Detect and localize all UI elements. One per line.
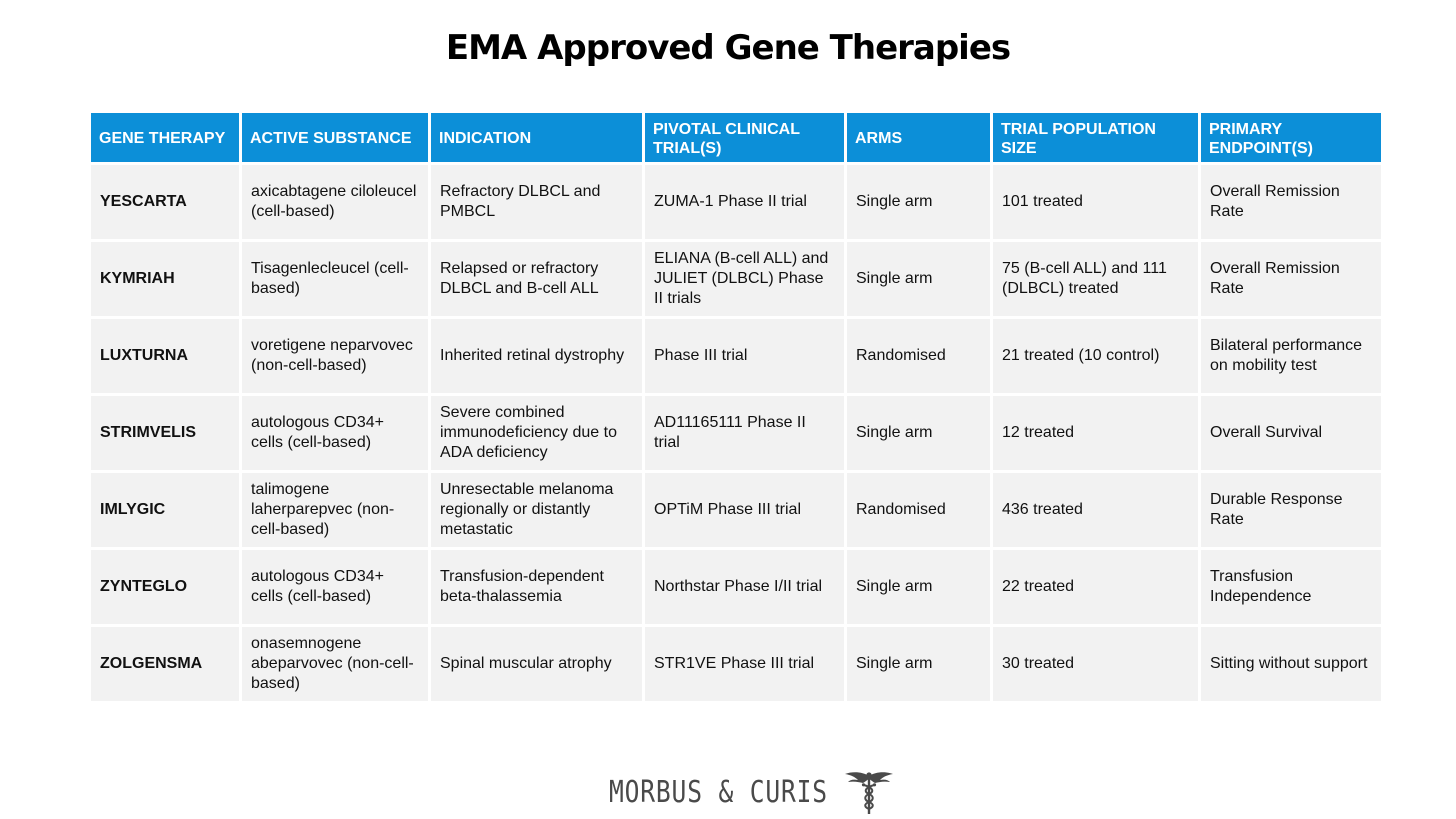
table-row: KYMRIAH Tisagenlecleucel (cell-based) Re…	[91, 242, 1381, 316]
table-row: ZYNTEGLO autologous CD34+ cells (cell-ba…	[91, 550, 1381, 624]
cell-primary-endpoints: Overall Remission Rate	[1201, 165, 1381, 239]
cell-trial-population-size: 75 (B-cell ALL) and 111 (DLBCL) treated	[993, 242, 1198, 316]
cell-arms: Single arm	[847, 242, 990, 316]
cell-arms: Randomised	[847, 473, 990, 547]
cell-trial-population-size: 436 treated	[993, 473, 1198, 547]
cell-indication: Refractory DLBCL and PMBCL	[431, 165, 642, 239]
cell-pivotal-trials: Phase III trial	[645, 319, 844, 393]
cell-indication: Spinal muscular atrophy	[431, 627, 642, 701]
cell-pivotal-trials: Northstar Phase I/II trial	[645, 550, 844, 624]
cell-pivotal-trials: AD11165111 Phase II trial	[645, 396, 844, 470]
cell-trial-population-size: 12 treated	[993, 396, 1198, 470]
cell-indication: Severe combined immunodeficiency due to …	[431, 396, 642, 470]
cell-primary-endpoints: Bilateral performance on mobility test	[1201, 319, 1381, 393]
table-row: ZOLGENSMA onasemnogene abeparvovec (non-…	[91, 627, 1381, 701]
cell-active-substance: voretigene neparvovec (non-cell-based)	[242, 319, 428, 393]
cell-gene-therapy: ZYNTEGLO	[91, 550, 239, 624]
cell-gene-therapy: STRIMVELIS	[91, 396, 239, 470]
table-row: IMLYGIC talimogene laherparepvec (non-ce…	[91, 473, 1381, 547]
cell-gene-therapy: LUXTURNA	[91, 319, 239, 393]
cell-active-substance: Tisagenlecleucel (cell-based)	[242, 242, 428, 316]
cell-primary-endpoints: Overall Remission Rate	[1201, 242, 1381, 316]
header-gene-therapy: GENE THERAPY	[91, 113, 239, 162]
cell-gene-therapy: IMLYGIC	[91, 473, 239, 547]
cell-arms: Single arm	[847, 550, 990, 624]
cell-trial-population-size: 22 treated	[993, 550, 1198, 624]
cell-gene-therapy: YESCARTA	[91, 165, 239, 239]
cell-arms: Randomised	[847, 319, 990, 393]
cell-active-substance: autologous CD34+ cells (cell-based)	[242, 550, 428, 624]
cell-indication: Unresectable melanoma regionally or dist…	[431, 473, 642, 547]
cell-gene-therapy: ZOLGENSMA	[91, 627, 239, 701]
header-active-substance: ACTIVE SUBSTANCE	[242, 113, 428, 162]
footer: MORBUS & CURIS	[0, 768, 1456, 816]
cell-trial-population-size: 101 treated	[993, 165, 1198, 239]
header-pivotal-trials: PIVOTAL CLINICAL TRIAL(S)	[645, 113, 844, 162]
table-row: STRIMVELIS autologous CD34+ cells (cell-…	[91, 396, 1381, 470]
table-row: YESCARTA axicabtagene ciloleucel (cell-b…	[91, 165, 1381, 239]
header-trial-population-size: TRIAL POPULATION SIZE	[993, 113, 1198, 162]
page-title: EMA Approved Gene Therapies	[445, 28, 1011, 68]
cell-primary-endpoints: Durable Response Rate	[1201, 473, 1381, 547]
header-arms: ARMS	[847, 113, 990, 162]
cell-primary-endpoints: Transfusion Independence	[1201, 550, 1381, 624]
cell-trial-population-size: 30 treated	[993, 627, 1198, 701]
header-primary-endpoints: PRIMARY ENDPOINT(S)	[1201, 113, 1381, 162]
cell-arms: Single arm	[847, 165, 990, 239]
header-indication: INDICATION	[431, 113, 642, 162]
cell-pivotal-trials: ELIANA (B-cell ALL) and JULIET (DLBCL) P…	[645, 242, 844, 316]
cell-indication: Transfusion-dependent beta-thalassemia	[431, 550, 642, 624]
table-row: LUXTURNA voretigene neparvovec (non-cell…	[91, 319, 1381, 393]
table-header-row: GENE THERAPY ACTIVE SUBSTANCE INDICATION…	[91, 113, 1381, 162]
cell-active-substance: axicabtagene ciloleucel (cell-based)	[242, 165, 428, 239]
cell-pivotal-trials: ZUMA-1 Phase II trial	[645, 165, 844, 239]
cell-trial-population-size: 21 treated (10 control)	[993, 319, 1198, 393]
cell-indication: Inherited retinal dystrophy	[431, 319, 642, 393]
cell-active-substance: talimogene laherparepvec (non-cell-based…	[242, 473, 428, 547]
cell-active-substance: autologous CD34+ cells (cell-based)	[242, 396, 428, 470]
cell-arms: Single arm	[847, 627, 990, 701]
cell-gene-therapy: KYMRIAH	[91, 242, 239, 316]
cell-indication: Relapsed or refractory DLBCL and B-cell …	[431, 242, 642, 316]
cell-active-substance: onasemnogene abeparvovec (non-cell-based…	[242, 627, 428, 701]
cell-primary-endpoints: Sitting without support	[1201, 627, 1381, 701]
cell-pivotal-trials: OPTiM Phase III trial	[645, 473, 844, 547]
cell-pivotal-trials: STR1VE Phase III trial	[645, 627, 844, 701]
gene-therapies-table: GENE THERAPY ACTIVE SUBSTANCE INDICATION…	[88, 110, 1384, 704]
cell-primary-endpoints: Overall Survival	[1201, 396, 1381, 470]
brand-wordmark: MORBUS & CURIS	[608, 774, 828, 810]
caduceus-icon	[843, 768, 895, 816]
cell-arms: Single arm	[847, 396, 990, 470]
